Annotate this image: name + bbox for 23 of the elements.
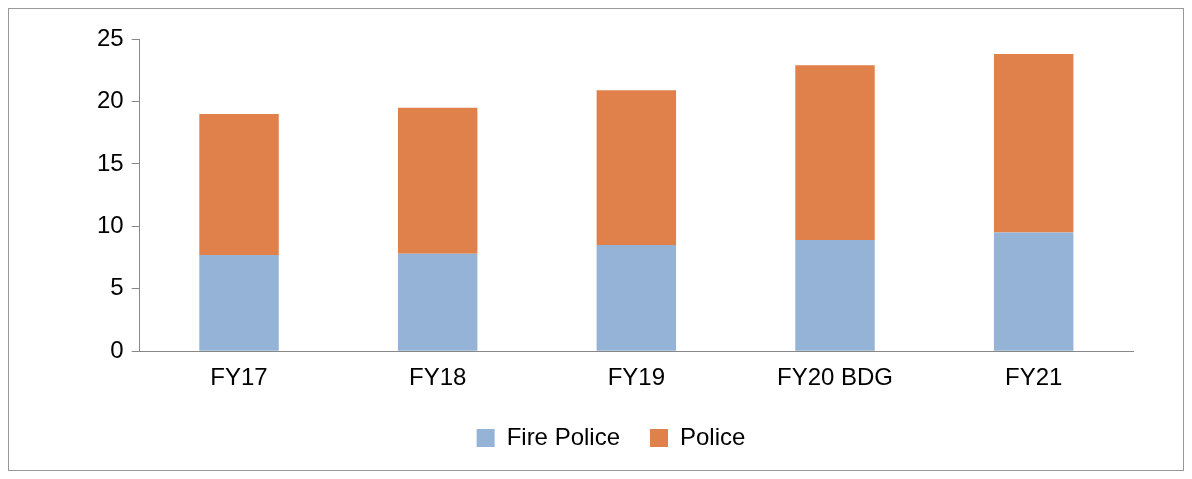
bar (993, 232, 1074, 351)
legend-label: Fire Police (506, 422, 621, 450)
bar (199, 255, 279, 351)
bar (795, 240, 875, 351)
bar (993, 53, 1074, 233)
y-tick-label: 10 (96, 210, 124, 238)
y-tick-label: 15 (96, 148, 124, 176)
y-tick-label: 20 (96, 86, 124, 114)
x-tick-label: FY18 (409, 363, 467, 391)
bar (596, 245, 677, 351)
y-tick-label: 5 (110, 273, 124, 301)
x-tick-label: FY17 (210, 363, 268, 391)
x-tick-label: FY21 (1004, 363, 1063, 391)
bar (795, 65, 875, 241)
x-tick-label: FY20 BDG (776, 363, 894, 391)
x-tick-label: FY19 (607, 363, 666, 391)
bar (596, 90, 677, 246)
bar (397, 253, 478, 351)
y-tick-label: 25 (96, 23, 124, 51)
bar (199, 113, 279, 256)
legend-label: Police (680, 422, 746, 450)
bar (397, 107, 478, 254)
y-tick-label: 0 (110, 335, 124, 363)
